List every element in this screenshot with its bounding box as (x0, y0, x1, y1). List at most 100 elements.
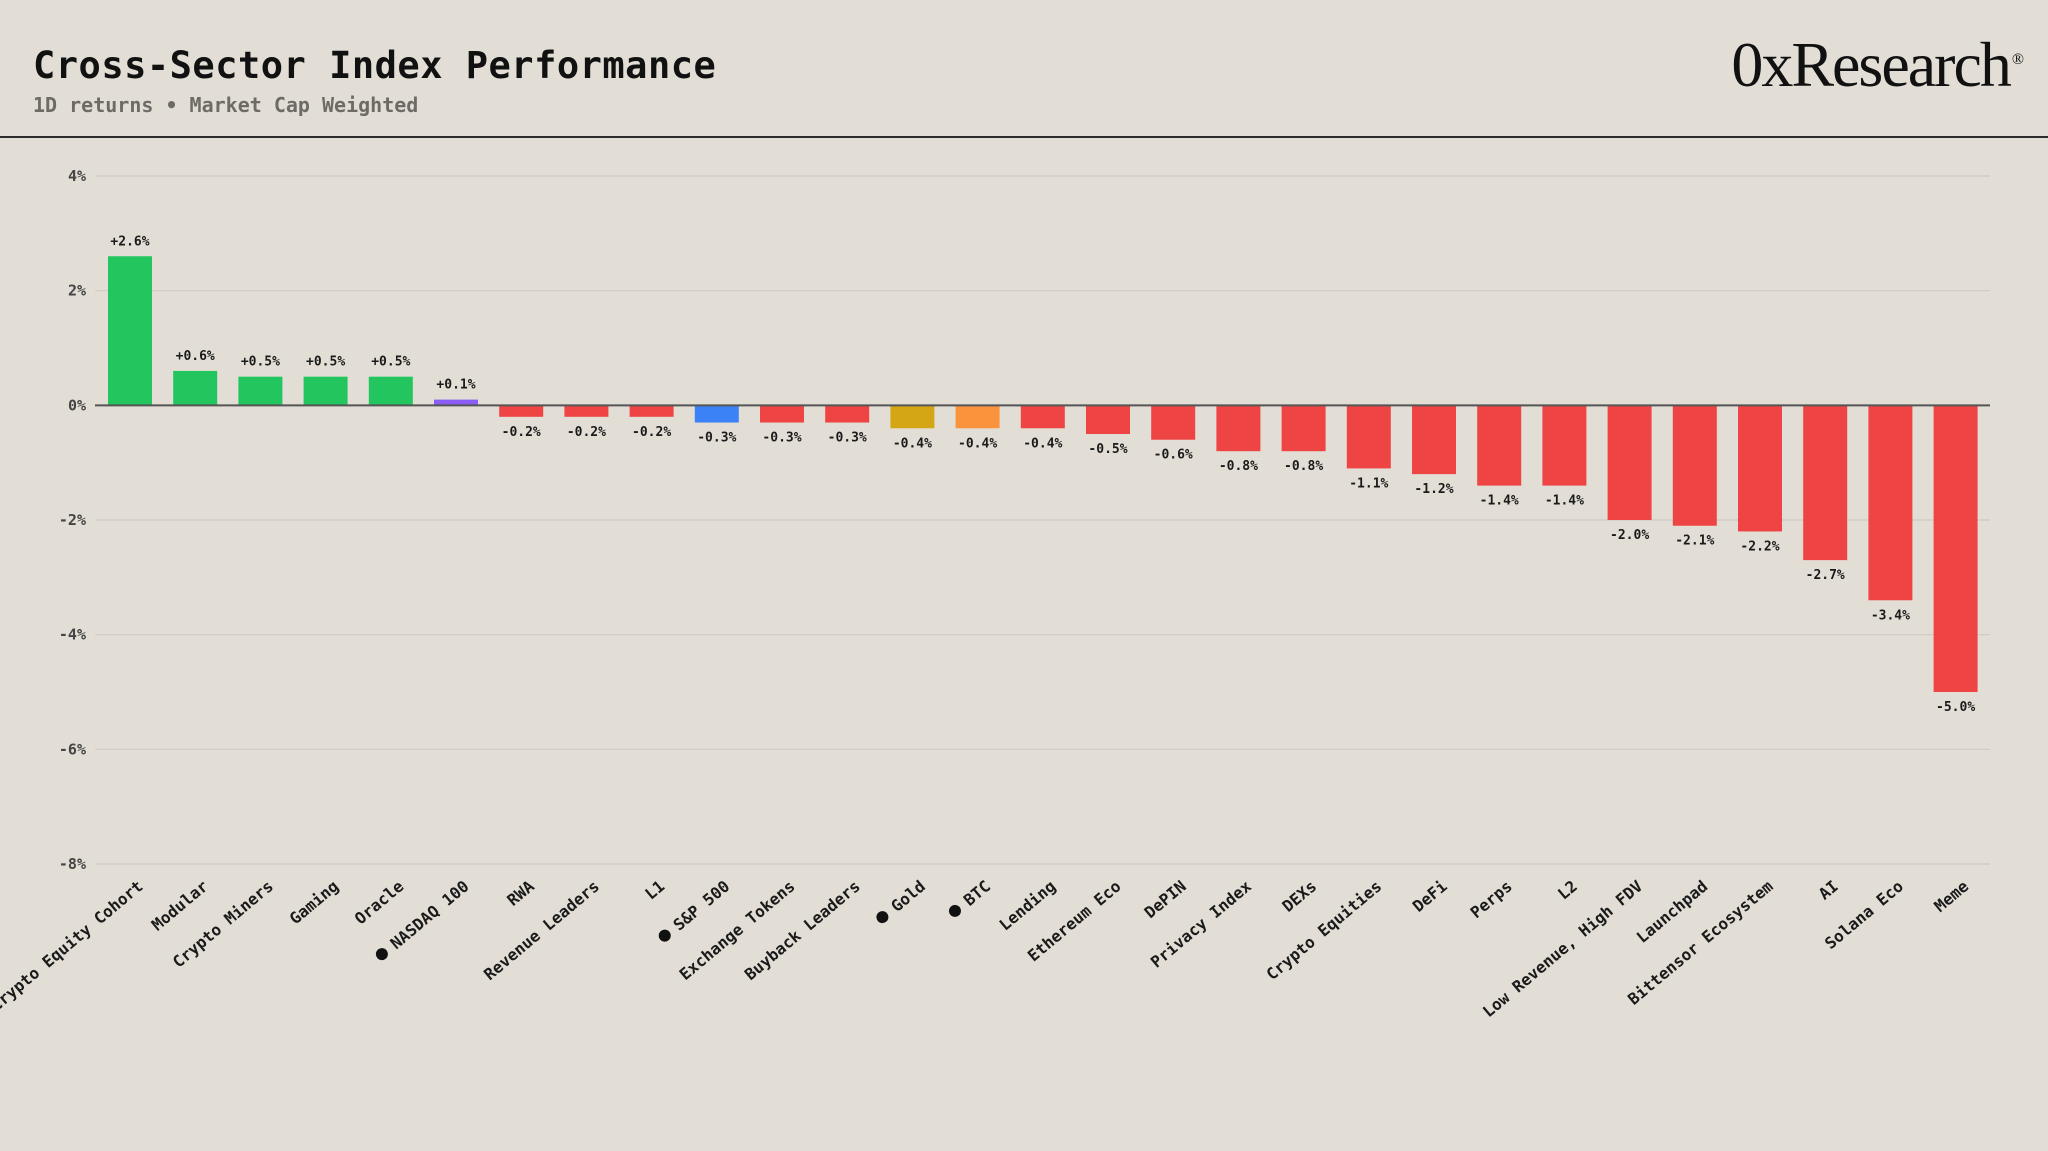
data-label: -0.2% (632, 425, 671, 440)
bar (238, 376, 283, 406)
header-divider (0, 136, 2048, 138)
x-tick-label: BTC (960, 877, 994, 910)
x-tick-label: Exchange Tokens (676, 877, 799, 984)
data-label: +0.5% (371, 355, 410, 370)
x-tick-label: Buyback Leaders (741, 877, 864, 984)
bar (1020, 405, 1065, 429)
x-tick-label-group: RWA (503, 876, 538, 909)
x-tick-label-group: Gold (876, 877, 929, 924)
brand-logo: 0xResearch ® (1731, 28, 2024, 102)
bar (1216, 405, 1261, 452)
data-label: -2.7% (1806, 568, 1845, 583)
data-label: -0.8% (1219, 459, 1258, 474)
data-label: -3.4% (1871, 608, 1910, 623)
bar (1672, 405, 1717, 526)
x-tick-label: Crypto Equities (1262, 877, 1385, 984)
x-tick-label: Gold (887, 877, 929, 916)
x-tick-label-group: Modular (148, 877, 212, 935)
x-tick-label: Perps (1467, 877, 1516, 923)
data-label: -2.0% (1610, 528, 1649, 543)
data-label: -1.1% (1349, 476, 1388, 491)
data-label: -5.0% (1936, 700, 1975, 715)
x-tick-label: Lending (995, 877, 1059, 935)
y-tick-label: -6% (59, 740, 86, 758)
data-label: -0.3% (828, 431, 867, 446)
bar (1151, 405, 1196, 440)
chart-title: Cross-Sector Index Performance (33, 44, 717, 87)
benchmark-marker (375, 948, 388, 961)
data-label: -0.3% (697, 431, 736, 446)
benchmark-marker (876, 911, 889, 924)
data-label: -0.4% (893, 436, 932, 451)
x-tick-label-group: L2 (1554, 877, 1581, 904)
data-label: -0.8% (1284, 459, 1323, 474)
bar (1933, 405, 1978, 692)
bar (1803, 405, 1848, 561)
x-tick-label-group: Lending (995, 877, 1059, 935)
x-tick-label: Meme (1930, 877, 1972, 916)
x-tick-label-group: DeFi (1409, 876, 1451, 916)
logo-registered-mark: ® (2011, 50, 2024, 68)
bar (303, 376, 348, 406)
y-tick-label: -4% (59, 626, 86, 644)
x-tick-label: L2 (1554, 877, 1581, 904)
x-tick-label-group: Crypto Equities (1262, 877, 1385, 984)
bar (955, 405, 1000, 429)
x-tick-label-group: Exchange Tokens (676, 877, 799, 984)
x-tick-label: DEXs (1278, 877, 1320, 916)
x-tick-label-group: Oracle (351, 877, 407, 929)
bar (564, 405, 609, 417)
bar (825, 405, 870, 423)
x-tick-label-group: Perps (1467, 877, 1516, 923)
y-tick-label: 2% (68, 282, 86, 300)
x-tick-label: L1 (641, 877, 668, 904)
bar (1086, 405, 1130, 434)
y-tick-label: 0% (68, 396, 86, 414)
bar (1281, 405, 1326, 452)
logo-text: 0xResearch (1731, 29, 2012, 100)
bar (368, 376, 413, 406)
bar (499, 405, 544, 417)
data-label: +0.5% (241, 355, 280, 370)
bar (1412, 405, 1456, 475)
x-tick-label-group: Revenue Leaders (480, 877, 603, 984)
x-tick-label-group: BTC (948, 877, 994, 917)
data-label: -1.4% (1480, 494, 1519, 509)
x-tick-label: Crypto Equity Cohort (0, 877, 147, 1015)
bar (1738, 405, 1782, 532)
bar (1868, 405, 1913, 601)
data-label: -0.3% (762, 431, 801, 446)
bar (108, 256, 152, 406)
x-tick-label-group: Crypto Equity Cohort (0, 877, 147, 1015)
bar (1477, 405, 1522, 486)
x-tick-label: Modular (148, 877, 212, 935)
data-label: +0.6% (176, 349, 215, 364)
x-tick-label-group: Buyback Leaders (741, 877, 864, 984)
bar (1542, 405, 1587, 486)
x-tick-label-group: L1 (641, 877, 668, 904)
x-tick-label-group: DePIN (1141, 877, 1190, 923)
x-tick-label: RWA (503, 876, 538, 909)
bar (694, 405, 739, 423)
x-tick-label: DeFi (1409, 876, 1451, 916)
x-tick-label: S&P 500 (669, 877, 733, 935)
x-tick-label-group: Meme (1930, 877, 1972, 916)
data-label: -2.1% (1675, 534, 1714, 549)
data-label: -0.5% (1088, 442, 1127, 457)
bar (890, 405, 935, 429)
benchmark-marker (658, 929, 671, 942)
data-label: -1.2% (1414, 482, 1453, 497)
x-tick-label: Gaming (286, 877, 342, 929)
x-tick-label: AI (1815, 877, 1842, 904)
bar (760, 405, 804, 423)
y-tick-label: -2% (59, 511, 86, 529)
x-tick-label-group: AI (1815, 877, 1842, 904)
data-label: -0.2% (502, 425, 541, 440)
bar (1346, 405, 1391, 469)
bar (629, 405, 674, 417)
data-label: -0.6% (1154, 448, 1193, 463)
x-tick-label-group: Gaming (286, 877, 342, 929)
x-tick-label: DePIN (1141, 877, 1190, 923)
benchmark-marker (948, 904, 961, 917)
